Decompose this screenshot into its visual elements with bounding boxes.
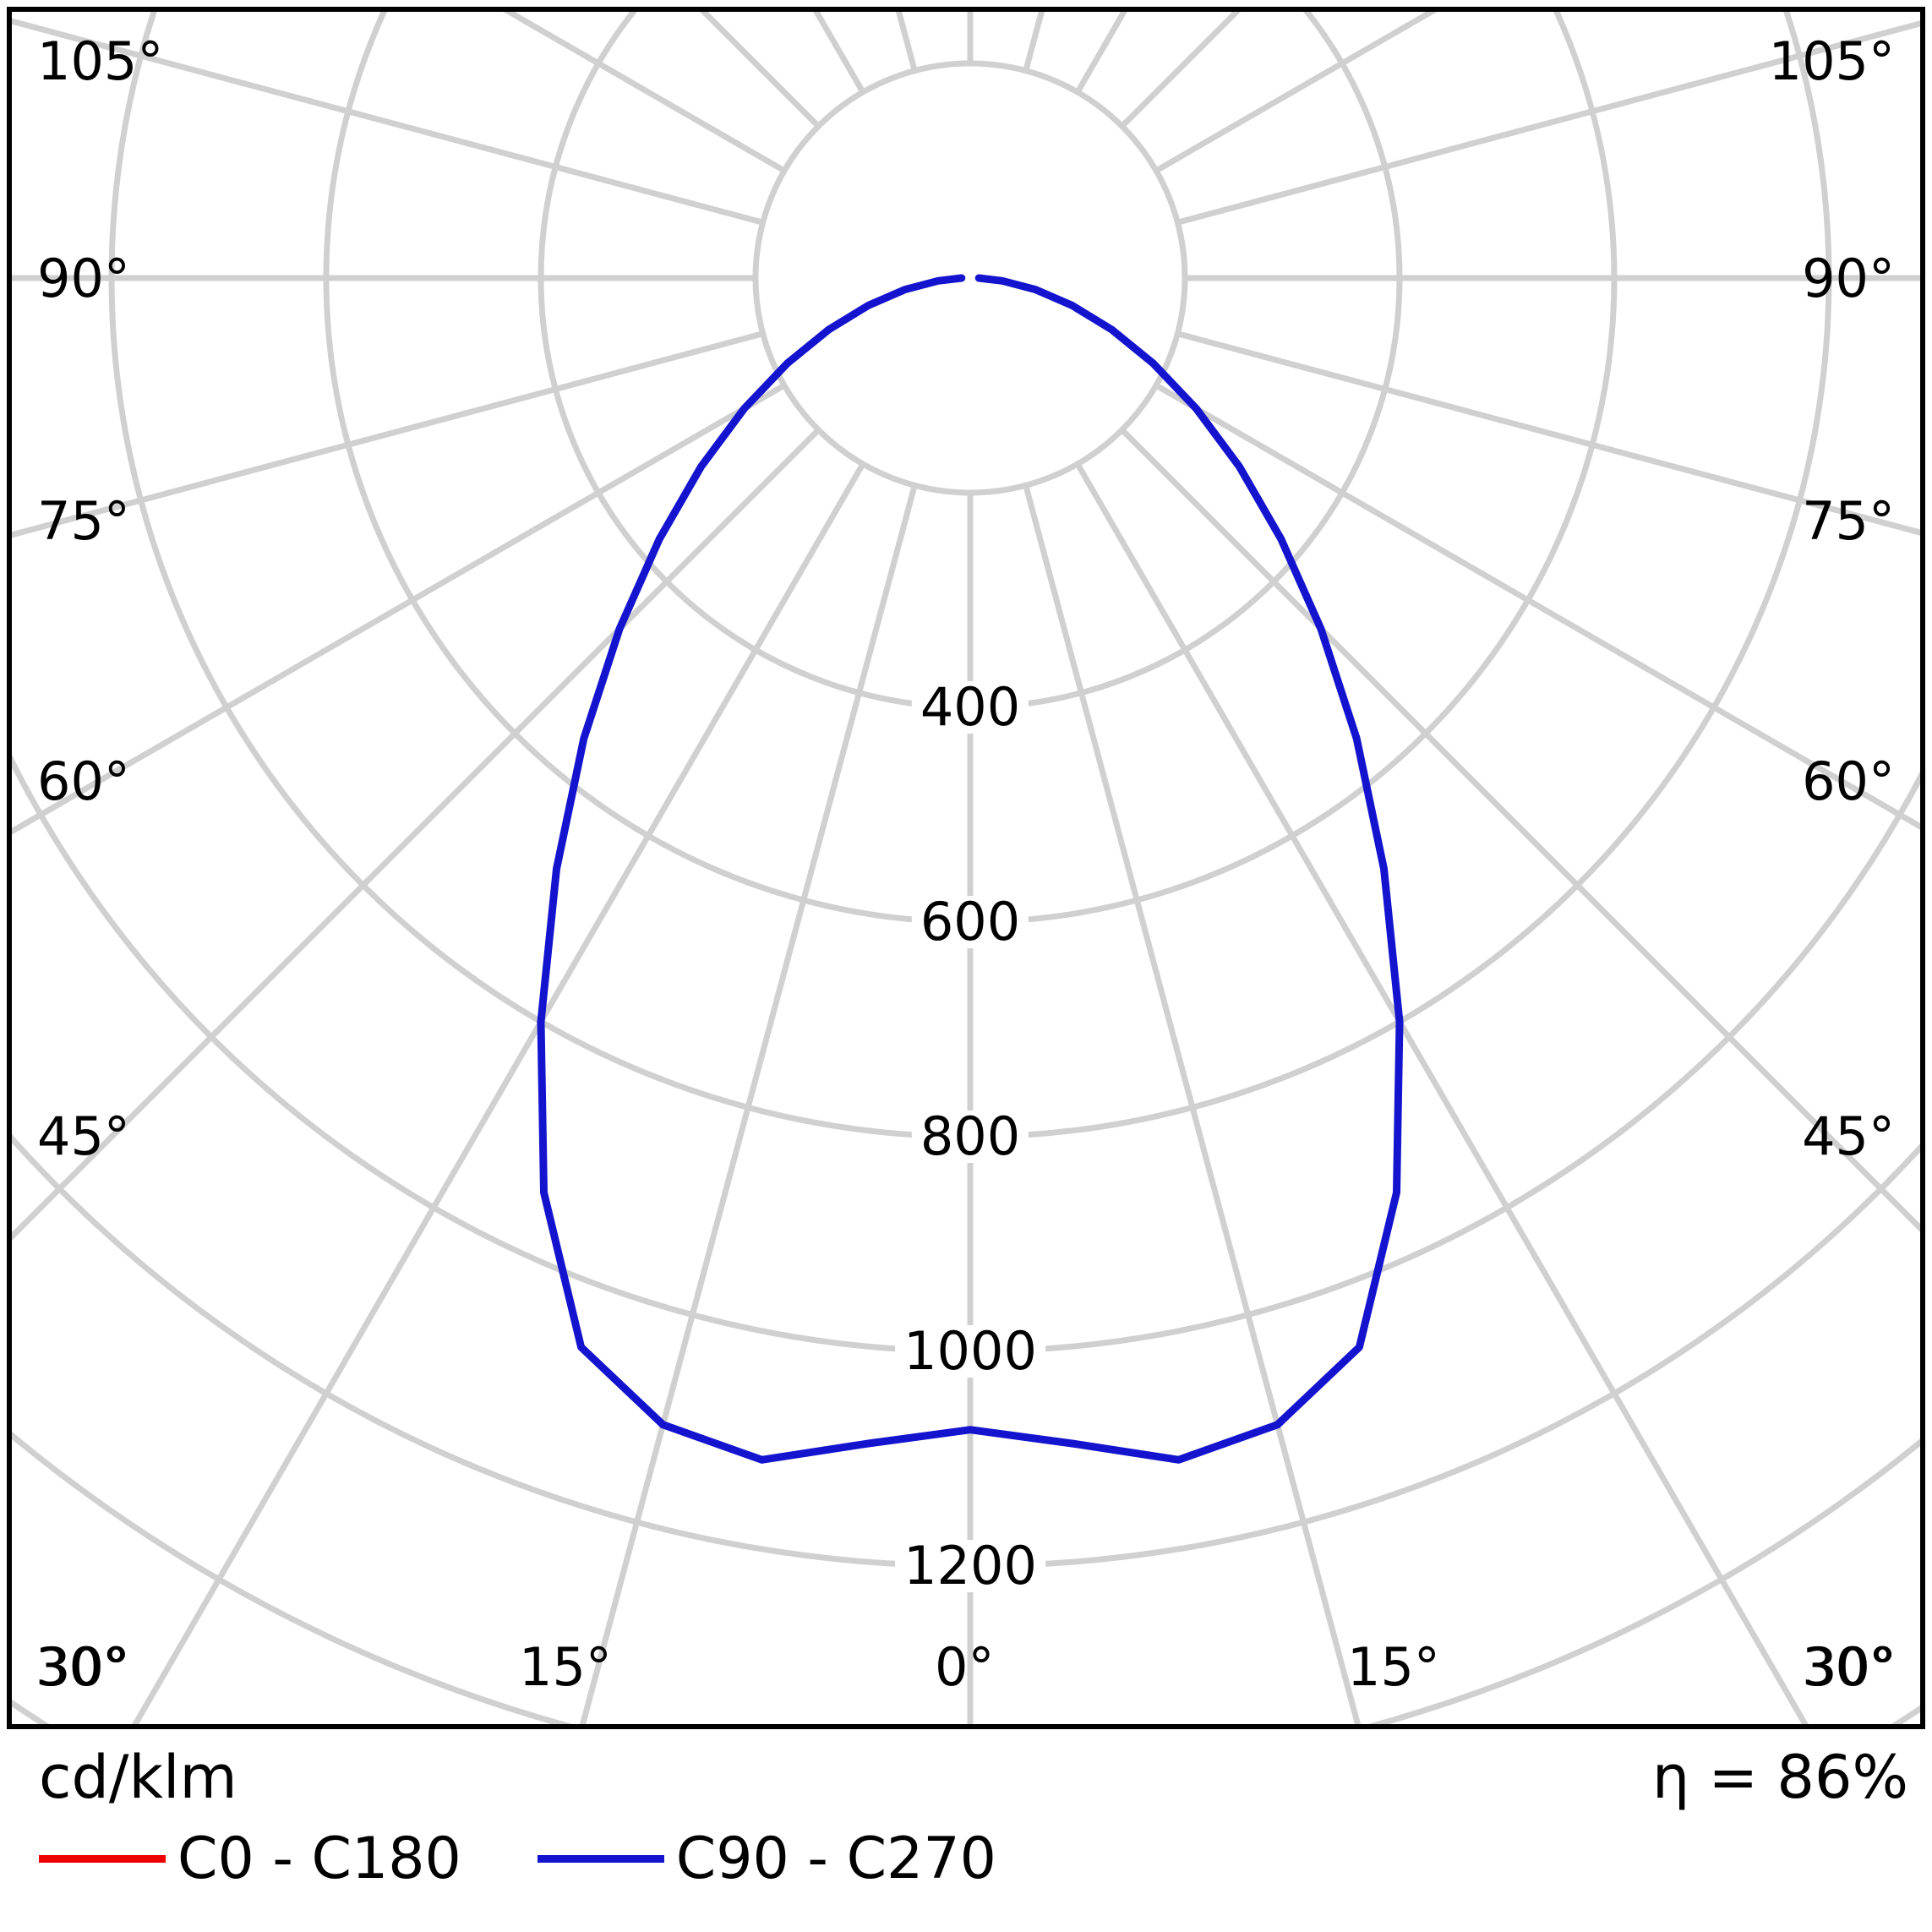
angle-label-bottom-30-left: 30° xyxy=(35,1636,128,1698)
polar-curves xyxy=(537,274,1404,1464)
plot-area: 105° 90° 75° 60° 45° 30° 105° 90° 75° 60… xyxy=(7,7,1925,1729)
angle-label-bottom-30-right: 30° xyxy=(1804,1636,1897,1698)
polar-grid xyxy=(12,12,1920,1724)
legend-swatch-c0-c180 xyxy=(39,1855,166,1863)
angle-label-right-45: 45° xyxy=(1802,1105,1895,1167)
angle-label-right-90: 90° xyxy=(1802,248,1895,309)
legend-label-c90-c270: C90 - C270 xyxy=(675,1826,996,1892)
unit-label: cd/klm xyxy=(39,1743,237,1812)
angle-label-right-30: 30° xyxy=(1802,1636,1895,1698)
legend-label-c0-c180: C0 - C180 xyxy=(177,1826,461,1892)
angle-label-left-90: 90° xyxy=(37,248,130,309)
angle-label-left-105: 105° xyxy=(37,30,164,92)
radial-label-1000: 1000 xyxy=(895,1325,1045,1378)
angle-label-left-45: 45° xyxy=(37,1105,130,1167)
angle-label-right-60: 60° xyxy=(1802,750,1895,812)
radial-label-800: 800 xyxy=(911,1111,1029,1163)
angle-label-bottom-15-right: 15° xyxy=(1347,1636,1440,1698)
legend-item-c90-c270[interactable]: C90 - C270 xyxy=(537,1826,1072,1892)
chart-legend: cd/klm η = 86% C0 - C180 C90 - C270 xyxy=(7,1734,1925,1925)
angle-label-left-75: 75° xyxy=(37,490,130,552)
angle-label-bottom-0: 0° xyxy=(935,1636,995,1698)
angle-label-right-105: 105° xyxy=(1768,30,1895,92)
efficiency-label: η = 86% xyxy=(1651,1743,1908,1812)
legend-item-c0-c180[interactable]: C0 - C180 xyxy=(39,1826,538,1892)
polar-grid-and-curves xyxy=(12,12,1920,1724)
angle-label-left-30: 30° xyxy=(37,1636,130,1698)
series-curve-c90-c270 xyxy=(537,274,1404,1464)
angle-label-left-60: 60° xyxy=(37,750,130,812)
radial-label-1200: 1200 xyxy=(895,1540,1045,1592)
radial-label-400: 400 xyxy=(911,681,1029,734)
legend-swatch-c90-c270 xyxy=(537,1855,664,1863)
legend-series-list: C0 - C180 C90 - C270 xyxy=(39,1826,1072,1892)
radial-label-600: 600 xyxy=(911,896,1029,948)
angle-label-right-75: 75° xyxy=(1802,490,1895,552)
polar-svg xyxy=(12,12,1920,1724)
angle-label-bottom-15-left: 15° xyxy=(519,1636,612,1698)
